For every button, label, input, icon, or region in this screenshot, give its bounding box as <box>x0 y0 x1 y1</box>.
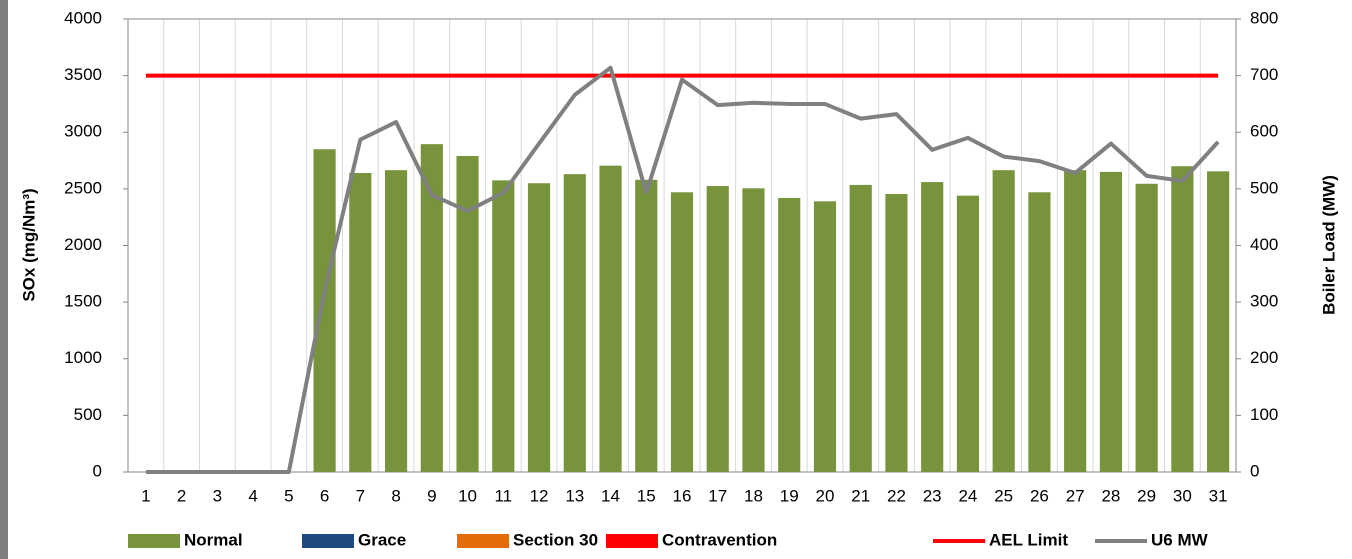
bar <box>1207 171 1230 473</box>
legend-label: Normal <box>184 530 243 549</box>
bar <box>1099 171 1122 472</box>
x-tick-label: 4 <box>248 486 257 505</box>
x-tick-label: 17 <box>708 486 727 505</box>
line-series <box>145 65 1220 474</box>
y2-tick-label: 200 <box>1250 348 1278 367</box>
y2-tick-label: 800 <box>1250 8 1278 27</box>
y2-tick-label: 0 <box>1250 461 1259 480</box>
bar <box>635 179 658 472</box>
bar <box>706 186 729 472</box>
bar <box>992 170 1015 472</box>
x-tick-label: 12 <box>530 486 549 505</box>
legend-label: Contravention <box>662 530 777 549</box>
x-tick-label: 8 <box>391 486 400 505</box>
y-tick-label: 2000 <box>64 235 102 254</box>
x-tick-label: 25 <box>994 486 1013 505</box>
bar <box>1171 166 1194 472</box>
x-tick-label: 11 <box>494 486 512 505</box>
x-tick-label: 20 <box>816 486 835 505</box>
bar <box>921 182 944 472</box>
bar <box>778 197 801 472</box>
x-tick-label: 14 <box>601 486 620 505</box>
x-tick-label: 16 <box>673 486 692 505</box>
legend-label: AEL Limit <box>989 530 1068 549</box>
x-tick-label: 9 <box>427 486 436 505</box>
x-tick-label: 10 <box>458 486 477 505</box>
x-tick-label: 6 <box>320 486 329 505</box>
bar <box>742 188 765 472</box>
x-tick-label: 27 <box>1066 486 1085 505</box>
bar <box>885 193 908 472</box>
y2-tick-label: 100 <box>1250 405 1278 424</box>
bar <box>1028 192 1051 472</box>
bar <box>349 173 372 472</box>
bar <box>527 183 551 472</box>
x-tick-label: 29 <box>1137 486 1156 505</box>
x-tick-label: 22 <box>887 486 906 505</box>
bar <box>563 174 586 472</box>
y-tick-label: 3500 <box>64 65 102 84</box>
x-tick-label: 15 <box>637 486 656 505</box>
y2-tick-label: 400 <box>1250 235 1278 254</box>
bar <box>599 165 622 472</box>
y2-tick-label: 300 <box>1250 292 1278 311</box>
bar <box>849 184 872 472</box>
x-tick-label: 1 <box>141 486 150 505</box>
y2-tick-label: 700 <box>1250 65 1278 84</box>
x-tick-label: 24 <box>958 486 977 505</box>
bar <box>1135 183 1158 472</box>
x-tick-label: 13 <box>565 486 584 505</box>
x-tick-label: 18 <box>744 486 763 505</box>
y-tick-label: 3000 <box>64 122 102 141</box>
bar <box>456 156 479 472</box>
x-tick-label: 30 <box>1173 486 1192 505</box>
legend-swatch <box>128 534 180 548</box>
legend-label: Grace <box>358 530 406 549</box>
bar <box>492 180 515 472</box>
x-tick-label: 19 <box>780 486 799 505</box>
legend-swatch <box>457 534 509 548</box>
y-axis-title: SOx (mg/Nm³) <box>19 188 38 301</box>
x-tick-label: 3 <box>213 486 222 505</box>
x-tick-label: 26 <box>1030 486 1049 505</box>
y2-axis-title: Boiler Load (MW) <box>1319 175 1338 315</box>
x-tick-label: 31 <box>1209 486 1228 505</box>
legend-swatch <box>606 534 658 548</box>
y-tick-label: 2500 <box>64 178 102 197</box>
x-tick-label: 23 <box>923 486 942 505</box>
x-tick-label: 2 <box>177 486 186 505</box>
y-tick-label: 4000 <box>64 8 102 27</box>
bar <box>384 170 408 472</box>
x-tick-label: 21 <box>851 486 870 505</box>
legend-label: Section 30 <box>513 530 598 549</box>
y-tick-label: 1000 <box>64 348 102 367</box>
x-tick-label: 28 <box>1101 486 1120 505</box>
bar <box>313 149 336 473</box>
y-tick-label: 500 <box>74 405 102 424</box>
y2-tick-label: 600 <box>1250 122 1278 141</box>
legend-swatch <box>302 534 354 548</box>
x-tick-label: 7 <box>356 486 365 505</box>
y-tick-label: 0 <box>93 461 102 480</box>
bar <box>420 144 443 473</box>
legend-label: U6 MW <box>1151 530 1209 549</box>
left-border <box>0 0 8 559</box>
x-tick-label: 5 <box>284 486 293 505</box>
y2-tick-label: 500 <box>1250 178 1278 197</box>
bar <box>670 192 694 472</box>
y-tick-label: 1500 <box>64 292 102 311</box>
bar <box>956 195 980 473</box>
bar <box>813 201 837 472</box>
bar <box>1064 170 1087 472</box>
